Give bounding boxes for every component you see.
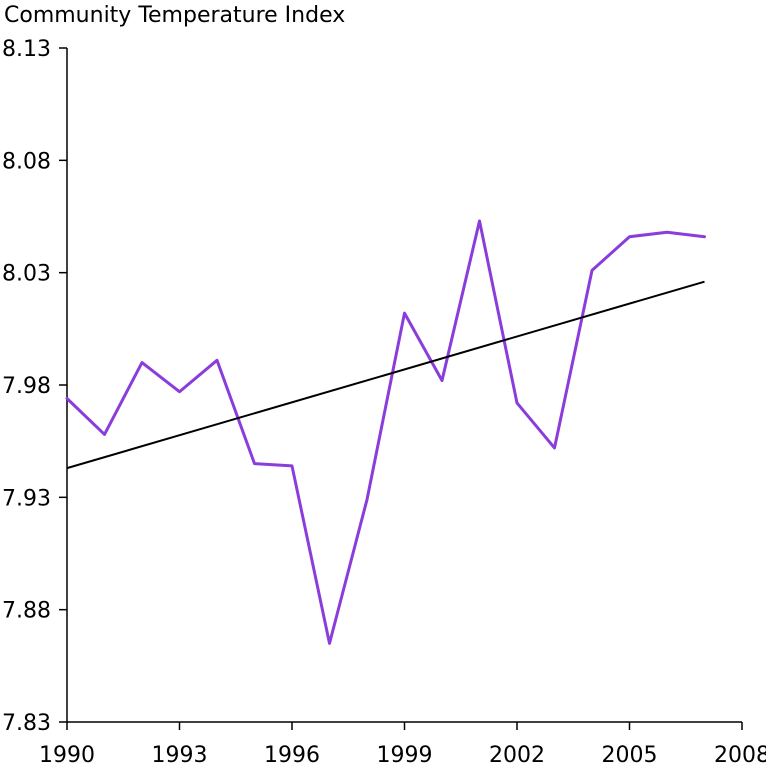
y-tick-label: 8.03 [2, 262, 51, 287]
x-tick-label: 2002 [489, 743, 545, 768]
x-tick-label: 2005 [602, 743, 658, 768]
chart-title: Community Temperature Index [4, 3, 345, 28]
y-tick-label: 7.93 [2, 486, 51, 511]
series-line [65, 219, 706, 645]
x-tick-label: 1993 [152, 743, 208, 768]
y-tick-label: 7.98 [2, 374, 51, 399]
x-tick-label: 1999 [377, 743, 433, 768]
trend-line [66, 280, 705, 470]
x-tick-label: 1996 [264, 743, 320, 768]
series-layer [65, 219, 706, 645]
y-tick-label: 8.13 [2, 37, 51, 62]
x-tick-label: 2008 [714, 743, 766, 768]
y-tick-label: 8.08 [2, 149, 51, 174]
y-tick-label: 7.83 [2, 711, 51, 736]
x-tick-label: 1990 [39, 743, 95, 768]
x-axis-ticks: 1990 1993 1996 1999 2002 2005 2008 [39, 722, 766, 768]
y-tick-label: 7.88 [2, 599, 51, 624]
y-axis-ticks: 8.13 8.08 8.03 7.98 7.93 7.88 7.83 [2, 37, 67, 736]
